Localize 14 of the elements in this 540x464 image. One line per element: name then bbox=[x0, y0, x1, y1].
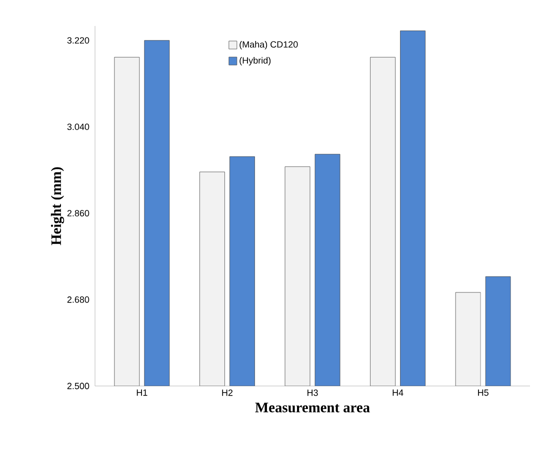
y-tick-label: 2.860 bbox=[67, 210, 90, 216]
x-tick-label: H1 bbox=[136, 390, 148, 396]
y-tick-label: 2.680 bbox=[67, 296, 90, 303]
x-axis-title: Measurement area bbox=[255, 402, 370, 412]
y-axis-title: Height (mm) bbox=[50, 167, 64, 246]
x-tick-label: H5 bbox=[478, 390, 488, 396]
x-tick-label: H3 bbox=[307, 390, 318, 396]
y-tick-label: 2.500 bbox=[67, 382, 90, 390]
y-tick-label: 3.040 bbox=[67, 124, 90, 130]
legend-label: (Hybrid) bbox=[240, 57, 271, 66]
legend-label: (Maha) CD120 bbox=[240, 40, 298, 50]
x-tick-label: H2 bbox=[222, 390, 232, 396]
y-tick-label: 3.220 bbox=[67, 37, 90, 44]
x-tick-label: H4 bbox=[392, 390, 404, 396]
